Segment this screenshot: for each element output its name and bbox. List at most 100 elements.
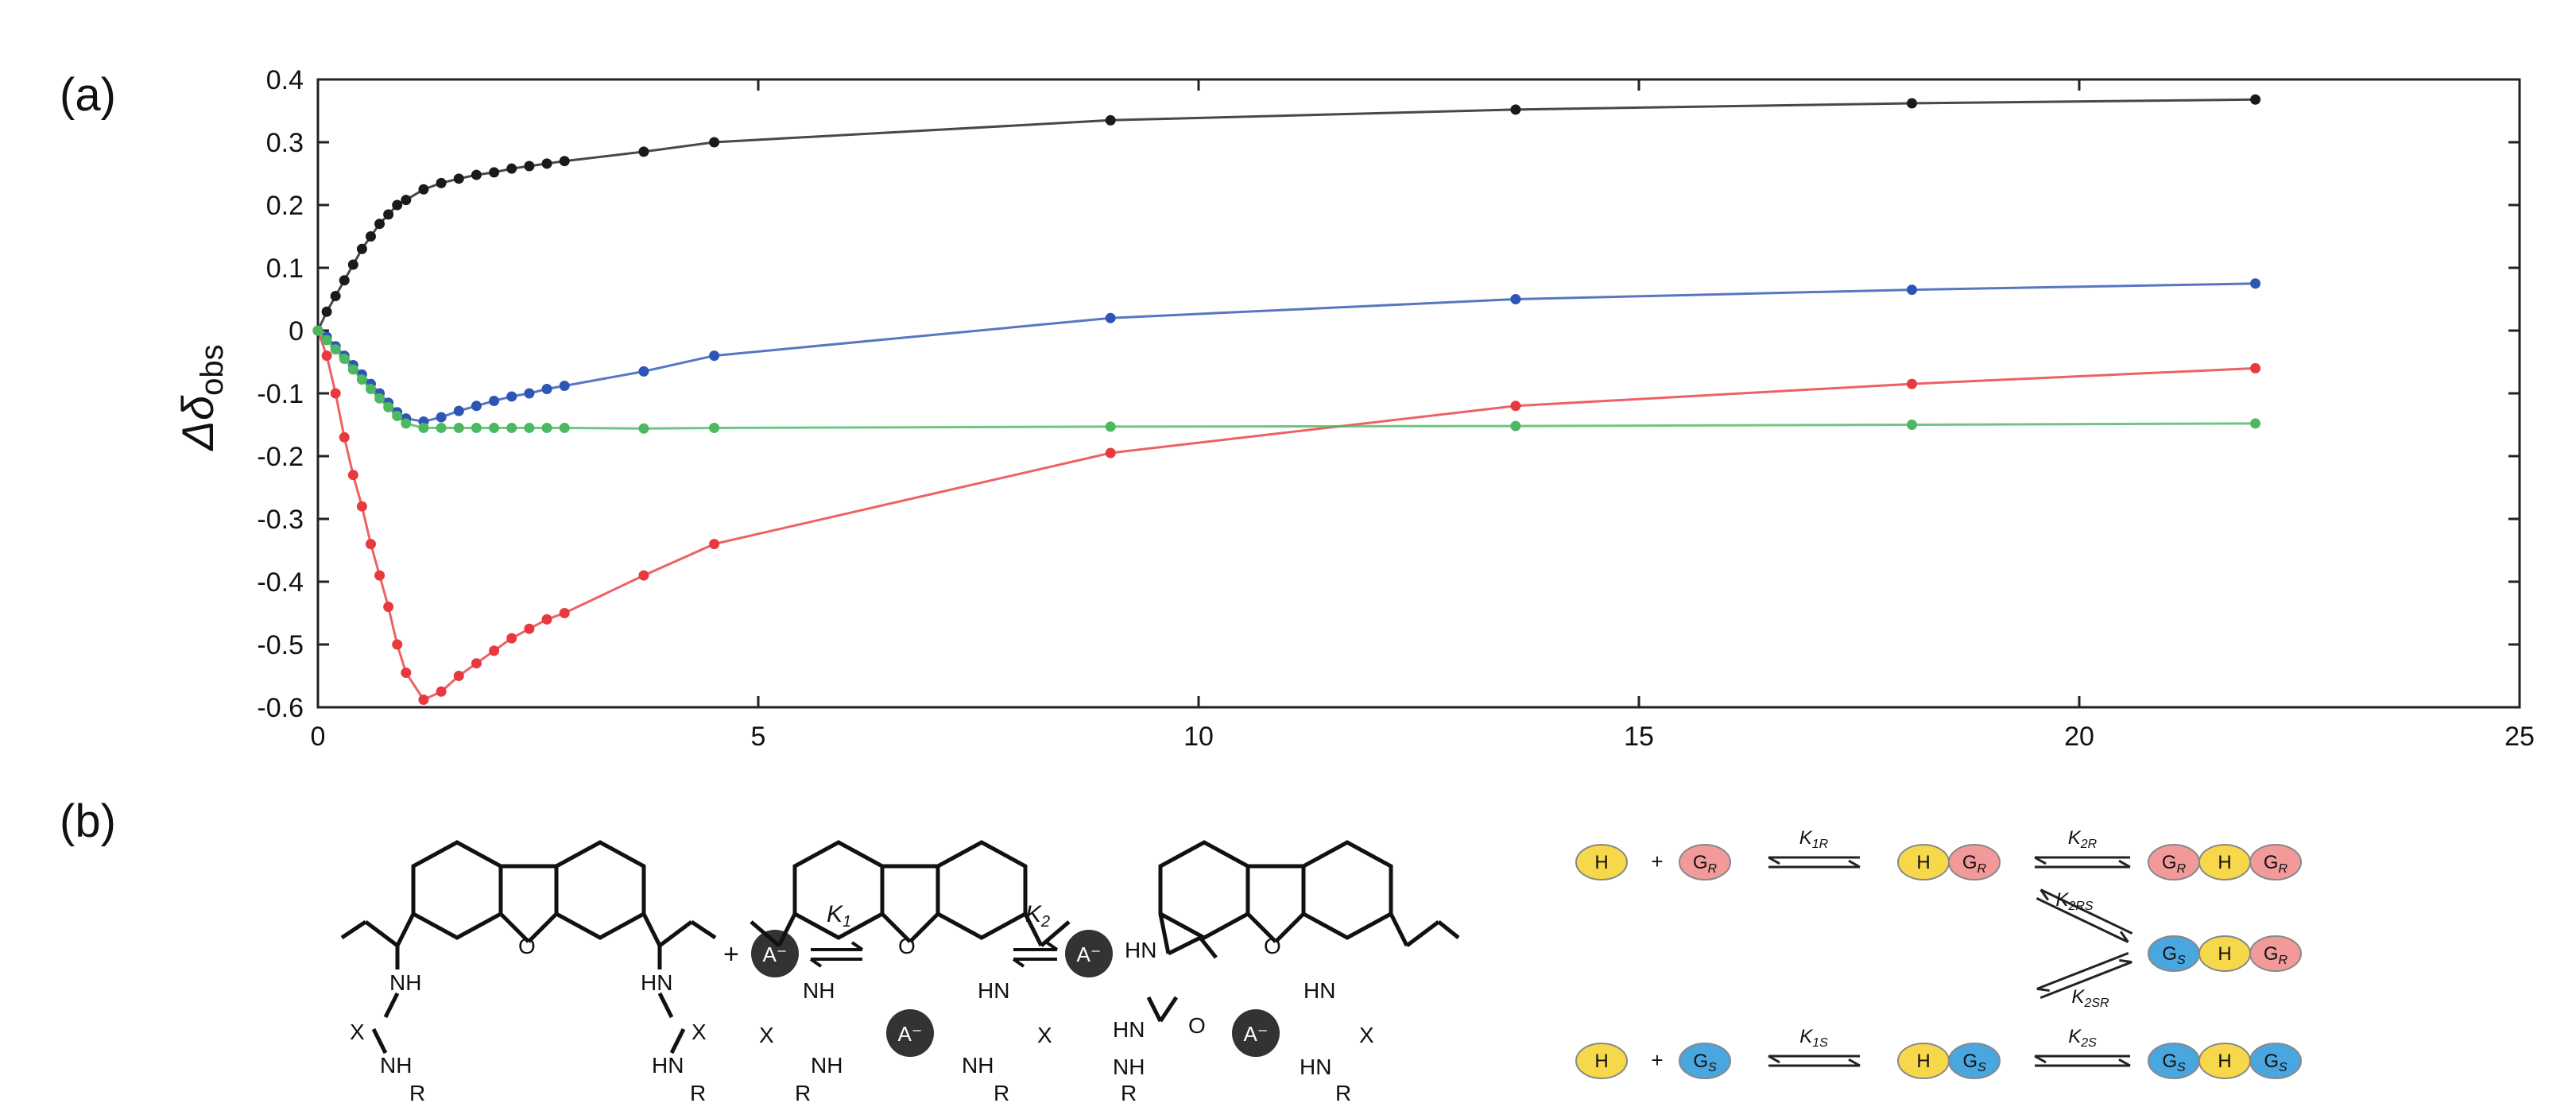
guest-s-bead: GS <box>2249 1043 2302 1079</box>
bead-shape <box>1679 1043 1731 1079</box>
equilibrium-arrow-k1 <box>809 941 864 968</box>
y-axis-label: Δδobs <box>172 344 230 451</box>
bead-shape <box>1575 1043 1628 1079</box>
equilibrium-arrow <box>1768 1055 1861 1067</box>
data-point <box>638 146 649 157</box>
data-point <box>321 350 332 362</box>
data-point <box>347 259 358 270</box>
k1-label: K1 <box>827 901 851 931</box>
atom-hn-2: HN <box>652 1053 684 1078</box>
y-tick-label: -0.2 <box>257 442 304 472</box>
data-point <box>321 335 332 346</box>
data-point <box>383 602 394 613</box>
data-point <box>392 410 403 421</box>
bead-label: GS <box>2264 1051 2287 1074</box>
atom-hn-1: HN <box>641 970 672 995</box>
axis-ticks: 0 5 10 15 20 25 -0.6 -0.5 -0.4 -0.3 -0.2 -0.1 0 0.1 0.… <box>257 65 2535 752</box>
atom-hn-6: HN <box>1113 1017 1145 1042</box>
atom-r-3: R <box>795 1081 811 1103</box>
data-point <box>559 381 570 392</box>
atom-o-1: O <box>518 934 536 958</box>
guest-r-bead: GR <box>2249 844 2302 880</box>
data-point <box>1105 421 1116 432</box>
data-point <box>2250 94 2261 105</box>
rate-constant-label: K2S <box>2068 1026 2097 1050</box>
data-point <box>2250 418 2261 429</box>
guest-s-bead: GS <box>1948 1043 2001 1079</box>
guest-r-bead: GR <box>1948 844 2001 880</box>
atom-r-2: R <box>690 1081 706 1103</box>
anion-free: A⁻ <box>751 930 799 977</box>
bead-shape <box>1575 844 1628 880</box>
y-axis-label-sub: obs <box>195 344 230 396</box>
atom-o-3: O <box>1264 934 1281 958</box>
host-bead: H <box>1575 844 1628 880</box>
y-tick-label: -0.3 <box>257 505 304 535</box>
atom-nh-6: NH <box>1113 1055 1145 1079</box>
data-point <box>436 177 447 188</box>
bead-shape <box>2249 1043 2302 1079</box>
atom-hn-5: HN <box>1303 978 1335 1003</box>
data-point <box>418 695 429 706</box>
data-point <box>453 173 464 184</box>
series-line-2 <box>316 330 2256 702</box>
host-bead: H <box>1575 1043 1628 1079</box>
data-point <box>471 169 482 180</box>
data-point <box>559 608 570 618</box>
x-tick-label: 25 <box>2504 722 2535 752</box>
series-3 <box>312 325 2261 434</box>
structure-free-host <box>340 840 717 1055</box>
panel-label-b: (b) <box>60 795 116 847</box>
y-tick-label: -0.5 <box>257 630 304 660</box>
guest-r-bead: GR <box>2148 844 2200 880</box>
rate-constant-label: K2SR <box>2071 986 2109 1010</box>
data-point <box>401 195 412 206</box>
atom-r-4: R <box>994 1081 1009 1103</box>
data-point <box>1105 114 1116 126</box>
bead-label: GS <box>1962 1051 1986 1074</box>
atom-nh-2: NH <box>380 1053 412 1078</box>
data-point <box>471 422 482 433</box>
data-point <box>374 393 385 404</box>
series-0 <box>312 94 2261 336</box>
data-point <box>489 645 500 656</box>
data-point <box>356 243 367 254</box>
data-point <box>471 658 482 669</box>
data-point <box>365 383 376 394</box>
data-point <box>524 623 535 634</box>
plus-sign: + <box>1651 850 1663 873</box>
atom-r-5: R <box>1121 1081 1137 1103</box>
guest-r-bead: GR <box>2249 935 2302 972</box>
data-point <box>347 364 358 375</box>
atom-nh-3: NH <box>803 978 835 1003</box>
data-point <box>374 570 385 581</box>
bead-shape <box>2249 844 2302 880</box>
k2-label: K2 <box>1025 901 1050 931</box>
bead-label: GR <box>2264 852 2288 876</box>
data-point <box>638 423 649 434</box>
bead-label: H <box>2218 1051 2231 1072</box>
data-point <box>524 422 535 433</box>
anion-bound-1: A⁻ <box>886 1009 934 1057</box>
guest-s-bead: GS <box>1679 1043 1731 1079</box>
atom-hn-4: HN <box>1125 938 1156 962</box>
data-point <box>365 539 376 550</box>
bead-label: GR <box>1693 852 1718 876</box>
bead-label: H <box>1916 852 1930 873</box>
y-tick-label: -0.4 <box>257 567 304 598</box>
rate-constant-label: K2RS <box>2055 889 2093 913</box>
bead-label: H <box>2218 943 2231 965</box>
anion-bound-3: A⁻ <box>1232 1009 1280 1057</box>
atom-o-4: O <box>1188 1013 1206 1038</box>
y-tick-label: 0.3 <box>266 128 304 158</box>
anion-bound-2: A⁻ <box>1065 930 1113 977</box>
anion-bound-2-label: A⁻ <box>1076 942 1101 966</box>
equilibrium-arrow <box>2034 856 2131 869</box>
atom-nh-4: NH <box>811 1053 843 1078</box>
atom-o-2: O <box>898 934 916 958</box>
data-point <box>524 388 535 399</box>
data-point <box>339 432 350 443</box>
atom-r-6: R <box>1335 1081 1351 1103</box>
atom-hn-3: HN <box>978 978 1009 1003</box>
data-point <box>1105 312 1116 323</box>
